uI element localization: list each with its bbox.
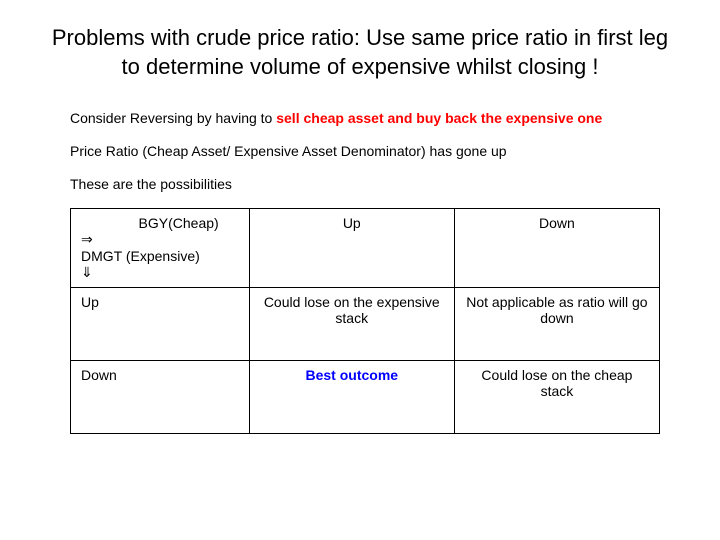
row-header-down: Down bbox=[71, 360, 250, 433]
column-header-up: Up bbox=[249, 208, 454, 287]
slide-title: Problems with crude price ratio: Use sam… bbox=[40, 24, 680, 81]
paragraph-possibilities: These are the possibilities bbox=[70, 175, 650, 194]
paragraph-reversing-part1: Consider Reversing by having to bbox=[70, 110, 276, 126]
expensive-asset-label: DMGT (Expensive) bbox=[81, 248, 239, 264]
paragraph-reversing: Consider Reversing by having to sell che… bbox=[70, 109, 650, 128]
table-row: Up Could lose on the expensive stack Not… bbox=[71, 287, 660, 360]
cheap-asset-label: BGY(Cheap) bbox=[81, 215, 239, 231]
cell-down-down: Could lose on the cheap stack bbox=[454, 360, 659, 433]
paragraph-price-ratio: Price Ratio (Cheap Asset/ Expensive Asse… bbox=[70, 142, 650, 161]
table-row: Down Best outcome Could lose on the chea… bbox=[71, 360, 660, 433]
paragraph-reversing-emphasis: sell cheap asset and buy back the expens… bbox=[276, 110, 602, 126]
outcome-table: BGY(Cheap) ⇒ DMGT (Expensive) ⇓ Up Down … bbox=[70, 208, 660, 434]
cell-up-up: Could lose on the expensive stack bbox=[249, 287, 454, 360]
cell-up-down: Not applicable as ratio will go down bbox=[454, 287, 659, 360]
slide: Problems with crude price ratio: Use sam… bbox=[0, 0, 720, 540]
best-outcome-label: Best outcome bbox=[305, 367, 398, 383]
table-row: BGY(Cheap) ⇒ DMGT (Expensive) ⇓ Up Down bbox=[71, 208, 660, 287]
row-header-up: Up bbox=[71, 287, 250, 360]
cell-down-up: Best outcome bbox=[249, 360, 454, 433]
table-corner-cell: BGY(Cheap) ⇒ DMGT (Expensive) ⇓ bbox=[71, 208, 250, 287]
slide-body: Consider Reversing by having to sell che… bbox=[70, 109, 650, 434]
arrow-down-icon: ⇓ bbox=[81, 264, 239, 281]
column-header-down: Down bbox=[454, 208, 659, 287]
arrow-right-icon: ⇒ bbox=[81, 231, 239, 248]
